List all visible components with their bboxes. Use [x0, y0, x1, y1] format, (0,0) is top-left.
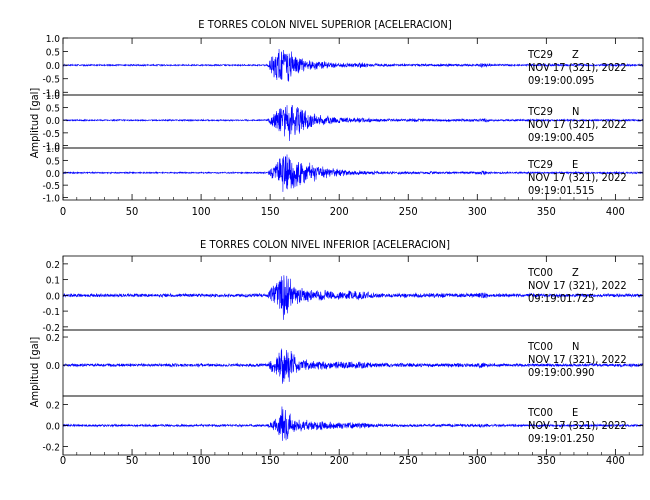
x-tick-label: 200	[330, 454, 349, 467]
y-tick-label: -1.0	[42, 141, 60, 152]
waveform-trace	[62, 275, 644, 320]
chart-title: E TORRES COLON NIVEL SUPERIOR [ACELERACI…	[198, 18, 452, 31]
y-tick-label: -0.5	[42, 75, 60, 86]
component-label: N	[572, 340, 579, 353]
record-date: NOV 17 (321), 2022	[528, 171, 627, 184]
x-tick-label: 0	[60, 454, 66, 467]
x-tick-label: 350	[537, 454, 556, 467]
station-code: TC00	[527, 340, 553, 353]
waveform-trace	[62, 154, 644, 192]
y-tick-label: 0.5	[46, 48, 60, 59]
record-date: NOV 17 (321), 2022	[528, 353, 627, 366]
x-tick-label: 400	[606, 205, 625, 218]
station-code: TC00	[527, 406, 553, 419]
waveform-trace	[62, 49, 644, 82]
y-axis-label: Amplitud [gal]	[28, 88, 41, 159]
x-tick-label: 100	[192, 454, 211, 467]
x-tick-label: 200	[330, 205, 349, 218]
y-tick-label: 0.2	[46, 260, 60, 271]
station-code: TC00	[527, 266, 553, 279]
x-tick-label: 250	[399, 454, 418, 467]
y-tick-label: -0.1	[42, 307, 60, 318]
station-code: TC29	[527, 158, 553, 171]
y-tick-label: 0.0	[46, 116, 61, 127]
waveform-trace	[62, 348, 644, 384]
record-date: NOV 17 (321), 2022	[528, 61, 627, 74]
x-tick-label: 50	[126, 454, 139, 467]
y-tick-label: 0.2	[46, 400, 60, 411]
y-tick-label: 1.0	[46, 144, 61, 155]
y-tick-label: 1.0	[46, 34, 61, 45]
record-time: 09:19:01.250	[528, 432, 594, 445]
y-tick-label: 0.5	[46, 156, 60, 167]
y-tick-label: 1.0	[46, 91, 61, 102]
chart-title: E TORRES COLON NIVEL INFERIOR [ACELERACI…	[200, 238, 450, 251]
record-date: NOV 17 (321), 2022	[528, 279, 627, 292]
record-time: 09:19:01.515	[528, 184, 594, 197]
x-tick-label: 100	[192, 205, 211, 218]
record-time: 09:19:00.405	[528, 131, 594, 144]
x-tick-label: 150	[261, 205, 280, 218]
y-tick-label: -0.2	[42, 443, 60, 454]
y-tick-label: 0.0	[46, 291, 61, 302]
component-label: E	[572, 406, 578, 419]
y-tick-label: 0.2	[46, 333, 60, 344]
waveform-trace	[62, 105, 644, 142]
station-code: TC29	[527, 105, 553, 118]
record-date: NOV 17 (321), 2022	[528, 118, 627, 131]
y-tick-label: 0.1	[46, 276, 60, 287]
component-label: N	[572, 105, 579, 118]
x-tick-label: 150	[261, 454, 280, 467]
component-label: E	[572, 158, 578, 171]
y-tick-label: -0.5	[42, 181, 60, 192]
y-tick-label: -0.2	[42, 323, 60, 334]
y-tick-label: 0.5	[46, 104, 60, 115]
y-tick-label: 0.0	[46, 169, 61, 180]
station-code: TC29	[527, 48, 553, 61]
y-tick-label: -1.0	[42, 88, 60, 99]
x-tick-label: 300	[468, 454, 487, 467]
x-tick-label: 400	[606, 454, 625, 467]
y-tick-label: 0.0	[46, 422, 61, 433]
y-tick-label: -1.0	[42, 194, 60, 205]
record-time: 09:19:01.725	[528, 292, 594, 305]
x-tick-label: 0	[60, 205, 66, 218]
y-tick-label: 0.0	[46, 361, 61, 372]
record-time: 09:19:00.095	[528, 74, 594, 87]
waveform-trace	[62, 406, 644, 441]
x-tick-label: 250	[399, 205, 418, 218]
record-date: NOV 17 (321), 2022	[528, 419, 627, 432]
component-label: Z	[572, 266, 579, 279]
component-label: Z	[572, 48, 579, 61]
x-tick-label: 50	[126, 205, 139, 218]
y-axis-label: Amplitud [gal]	[28, 337, 41, 408]
y-tick-label: -0.5	[42, 129, 60, 140]
x-tick-label: 350	[537, 205, 556, 218]
record-time: 09:19:00.990	[528, 366, 594, 379]
y-tick-label: 0.0	[46, 61, 61, 72]
x-tick-label: 300	[468, 205, 487, 218]
